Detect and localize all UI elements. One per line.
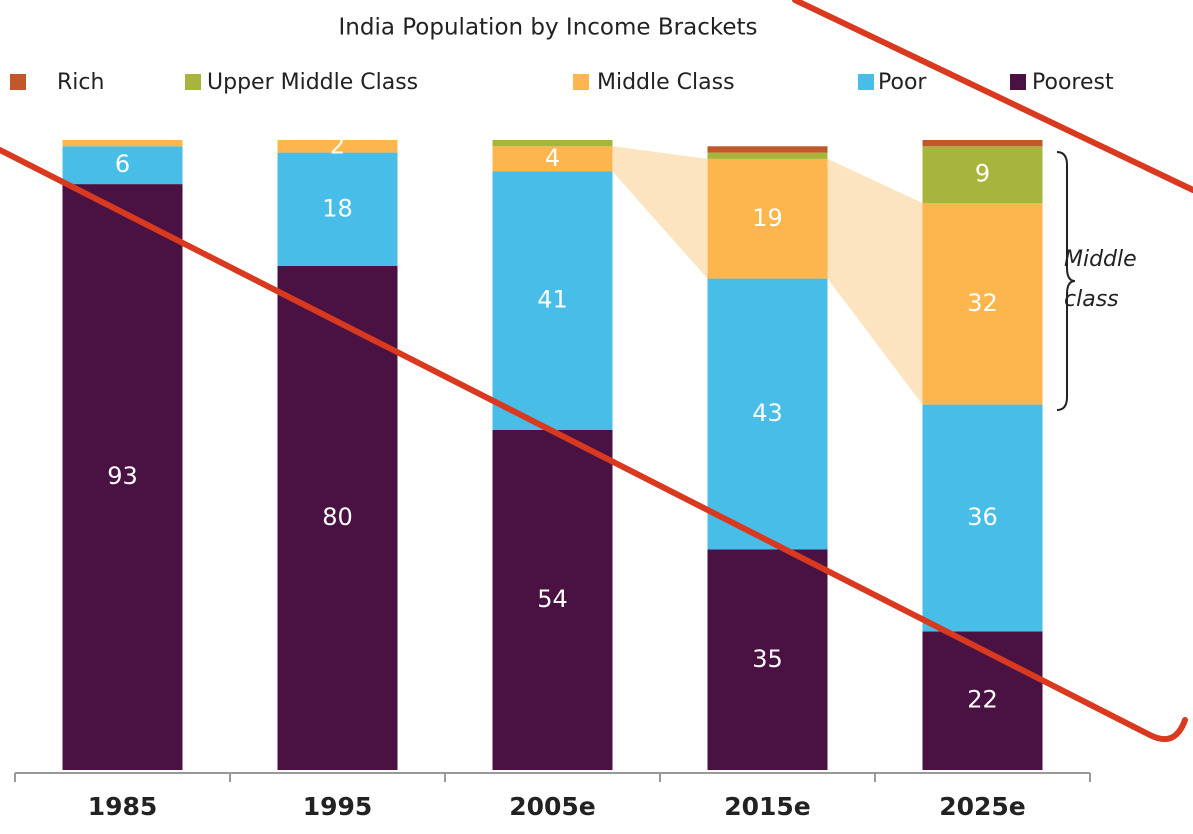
connector-shade — [827, 158, 923, 405]
bar-segment — [922, 140, 1043, 147]
data-label: 18 — [322, 194, 353, 222]
data-label: 43 — [752, 399, 783, 427]
legend-swatch — [573, 74, 589, 90]
data-label: 80 — [322, 503, 353, 531]
x-tick-label: 2015e — [724, 792, 811, 821]
x-tick-label: 2025e — [939, 792, 1026, 821]
data-label: 2 — [330, 131, 345, 159]
data-label: 54 — [537, 585, 568, 613]
x-tick-label: 1995 — [303, 792, 373, 821]
chart-title: India Population by Income Brackets — [339, 15, 758, 41]
data-label: 22 — [967, 686, 998, 714]
legend-swatch — [185, 74, 201, 90]
connector-shade — [612, 146, 708, 279]
bar-segment — [707, 152, 828, 159]
legend-label: Middle Class — [597, 70, 735, 95]
legend-swatch — [1010, 74, 1026, 90]
legend-label: Rich — [57, 70, 104, 95]
legend-label: Poorest — [1032, 70, 1114, 95]
annotation: Middle class — [1064, 247, 1137, 312]
bar-segment — [62, 140, 183, 147]
bar-segment — [492, 140, 613, 147]
legend-swatch — [858, 74, 874, 90]
data-label: 9 — [975, 160, 990, 188]
legend-label: Upper Middle Class — [207, 70, 418, 95]
data-label: 36 — [967, 503, 998, 531]
data-label: 93 — [107, 462, 138, 490]
legend-label: Poor — [878, 70, 927, 95]
data-label: 6 — [115, 150, 130, 178]
data-label: 35 — [752, 645, 783, 673]
x-tick-label: 1985 — [88, 792, 158, 821]
bar-segment — [707, 146, 828, 153]
data-label: 32 — [967, 289, 998, 317]
data-label: 19 — [752, 204, 783, 232]
data-label: 41 — [537, 286, 568, 314]
x-tick-label: 2005e — [509, 792, 596, 821]
legend-swatch — [10, 74, 26, 90]
data-label: 4 — [545, 144, 560, 172]
